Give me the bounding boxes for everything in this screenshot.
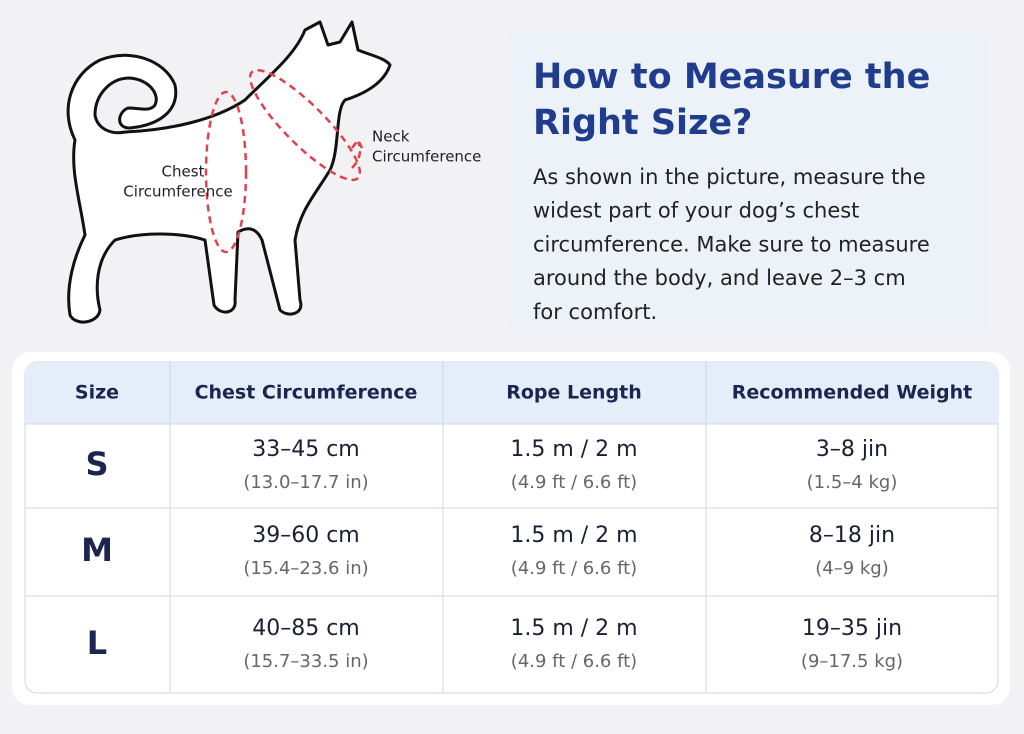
cell-sub: (15.4–23.6 in) xyxy=(243,558,368,579)
info-body: As shown in the picture, measure the xyxy=(533,165,926,189)
cell-main: 19–35 jin xyxy=(802,616,902,641)
neck-label: Circumference xyxy=(372,148,481,166)
size-cell: S xyxy=(85,445,108,483)
cell-sub: (13.0–17.7 in) xyxy=(243,472,368,493)
info-box xyxy=(505,30,990,335)
cell-main: 39–60 cm xyxy=(252,523,360,548)
cell-sub: (15.7–33.5 in) xyxy=(243,651,368,672)
dog-diagram xyxy=(66,20,392,324)
info-body: widest part of your dog’s chest xyxy=(533,199,859,223)
cell-sub: (9–17.5 kg) xyxy=(801,651,903,672)
cell-sub: (4–9 kg) xyxy=(815,558,889,579)
info-body: circumference. Make sure to measure xyxy=(533,232,930,256)
cell-main: 3–8 jin xyxy=(816,437,888,462)
info-body: around the body, and leave 2–3 cm xyxy=(533,266,906,290)
table-header xyxy=(25,362,998,424)
header-cell: Rope Length xyxy=(506,382,642,404)
cell-main: 33–45 cm xyxy=(252,437,360,462)
cell-main: 1.5 m / 2 m xyxy=(510,437,637,462)
chest-line xyxy=(204,90,248,254)
cell-sub: (1.5–4 kg) xyxy=(807,472,898,493)
chest-label: Circumference xyxy=(123,183,232,201)
info-title: How to Measure the xyxy=(533,57,930,97)
info-title: Right Size? xyxy=(533,103,752,143)
neck-label: Neck xyxy=(372,128,410,146)
header-cell: Recommended Weight xyxy=(732,382,972,404)
header-cell: Size xyxy=(75,382,119,404)
cell-main: 1.5 m / 2 m xyxy=(510,523,637,548)
size-cell: M xyxy=(81,531,113,569)
size-cell: L xyxy=(87,624,107,662)
cell-main: 40–85 cm xyxy=(252,616,360,641)
cell-sub: (4.9 ft / 6.6 ft) xyxy=(511,472,637,493)
info-body: for comfort. xyxy=(533,300,657,324)
table-grid xyxy=(25,362,998,693)
cell-main: 1.5 m / 2 m xyxy=(510,616,637,641)
header-cell: Chest Circumference xyxy=(195,382,418,404)
neck-arrow xyxy=(351,137,365,169)
cell-sub: (4.9 ft / 6.6 ft) xyxy=(511,558,637,579)
chest-label: Chest xyxy=(162,163,205,181)
cell-main: 8–18 jin xyxy=(809,523,895,548)
cell-sub: (4.9 ft / 6.6 ft) xyxy=(511,651,637,672)
